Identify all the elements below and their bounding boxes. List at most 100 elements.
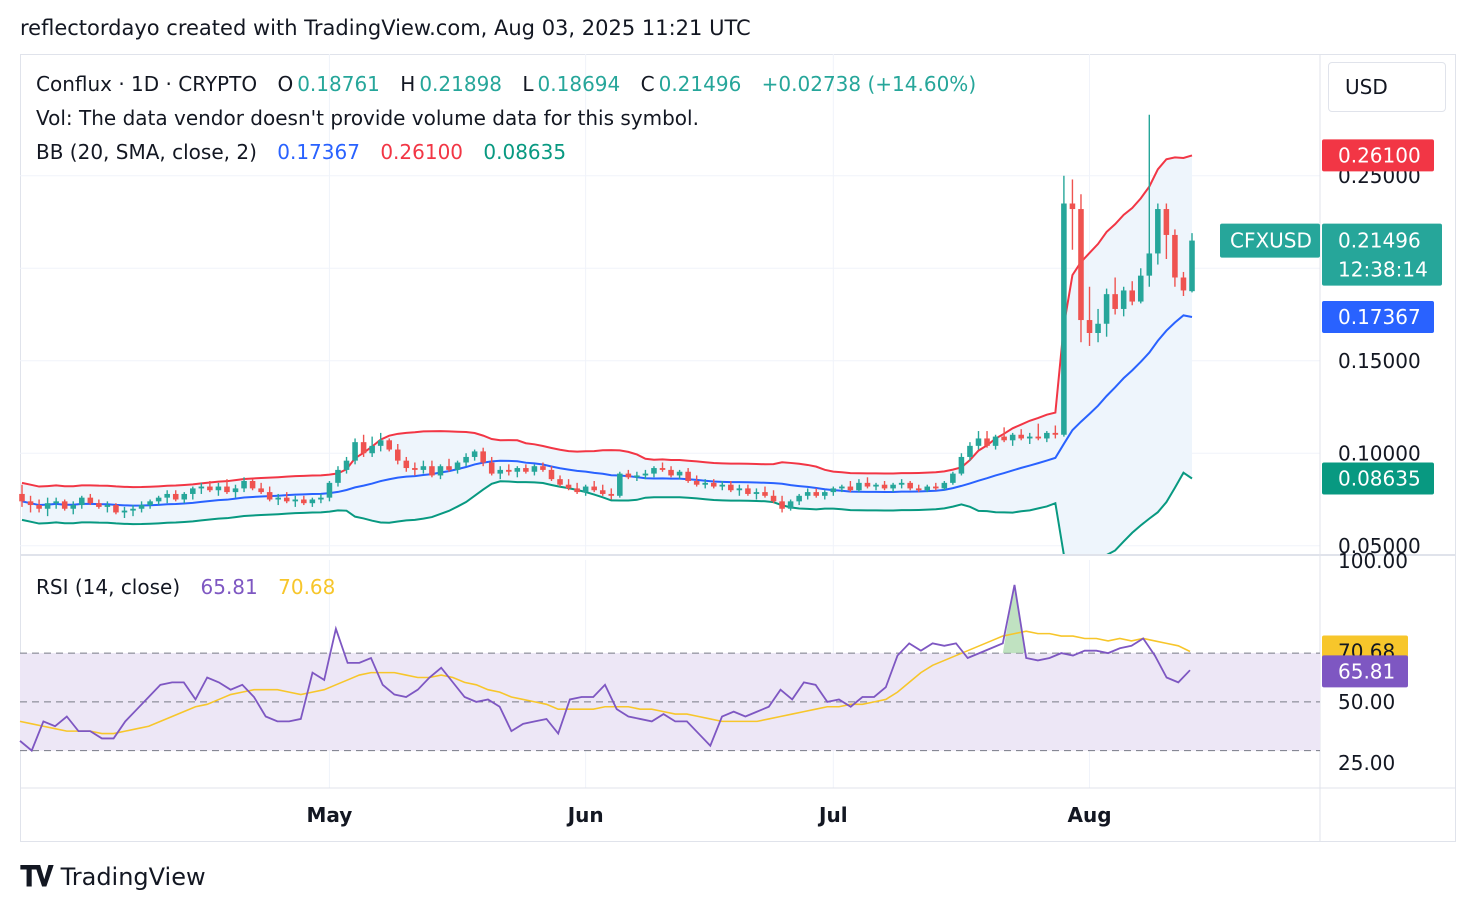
rsi-badge-bg: [1322, 655, 1408, 688]
candle-body: [1086, 320, 1093, 333]
candle-body: [190, 488, 196, 494]
candle-body: [617, 473, 623, 496]
candle-body: [557, 479, 563, 485]
candle-body: [574, 488, 580, 493]
candle-body: [292, 499, 299, 502]
candle-body: [471, 451, 478, 457]
currency-selector[interactable]: USD: [1328, 62, 1446, 112]
candle-body: [301, 499, 307, 504]
candle-body: [1069, 203, 1076, 210]
candle-body: [1095, 323, 1101, 333]
bb-lower-value: 0.08635: [483, 140, 567, 164]
candle-body: [992, 436, 999, 446]
open-value: 0.18761: [297, 72, 380, 96]
time-tick-label: May: [307, 803, 353, 827]
time-tick-label: Jun: [566, 803, 604, 827]
candle-body: [96, 503, 102, 507]
candle-body: [540, 466, 546, 470]
candle-body: [728, 484, 734, 491]
candle-body: [642, 473, 649, 476]
rsi-overbought-fill: [1002, 584, 1027, 654]
candle-body: [787, 501, 794, 509]
candle-body: [864, 482, 871, 487]
candle-body: [1078, 209, 1084, 321]
candle-body: [599, 490, 606, 494]
candle-body: [710, 482, 717, 487]
candle-body: [702, 482, 708, 485]
rsi-tick-label: 50.00: [1338, 690, 1395, 714]
candle-body: [1044, 432, 1050, 439]
candle-body: [335, 469, 341, 483]
candle-body: [1112, 294, 1118, 309]
bb-legend[interactable]: BB (20, SMA, close, 2) 0.17367 0.26100 0…: [36, 140, 570, 164]
candle-body: [412, 468, 418, 470]
candle-body: [591, 486, 597, 491]
high-value: 0.21898: [419, 72, 503, 96]
price-badge-bg: [1322, 223, 1442, 286]
symbol-label[interactable]: Conflux · 1D · CRYPTO: [36, 72, 258, 96]
candle-body: [27, 501, 34, 506]
candle-body: [1163, 209, 1170, 235]
candle-body: [1103, 294, 1110, 324]
candle-body: [386, 440, 393, 450]
candle-body: [420, 466, 427, 470]
candle-body: [463, 456, 469, 463]
candle-body: [198, 486, 205, 489]
candle-body: [147, 501, 153, 506]
candle-body: [1009, 434, 1016, 441]
rsi-legend[interactable]: RSI (14, close) 65.81 70.68: [36, 575, 339, 599]
candle-body: [1189, 240, 1195, 292]
candle-body: [53, 501, 59, 504]
price-tick-label: 0.10000: [1338, 441, 1421, 465]
candle-body: [1172, 234, 1178, 278]
candle-body: [565, 484, 572, 489]
close-value: 0.21496: [658, 72, 742, 96]
chart-frame: [20, 54, 1456, 842]
candle-body: [429, 466, 435, 476]
candle-body: [753, 492, 760, 494]
candle-body: [967, 445, 973, 457]
candle-body: [950, 473, 956, 483]
candle-body: [796, 495, 802, 502]
bb-band-fill: [22, 155, 1192, 555]
candle-body: [625, 473, 632, 478]
bb-basis-badge-label: 0.17367: [1338, 305, 1421, 329]
bb-basis-line: [21, 314, 1193, 507]
candle-body: [745, 488, 751, 494]
bb-label: BB (20, SMA, close, 2): [36, 140, 257, 164]
candle-body: [514, 468, 521, 472]
rsi-badge-label: 65.81: [1338, 659, 1395, 683]
bb-lower-line: [21, 471, 1193, 556]
candle-body: [548, 469, 555, 480]
candle-body: [1137, 275, 1144, 302]
rsi-tick-label: 25.00: [1338, 751, 1395, 775]
candle-body: [984, 438, 990, 446]
candle-body: [933, 486, 939, 489]
candle-body: [770, 495, 777, 502]
candle-body: [676, 471, 683, 476]
candle-body: [403, 460, 410, 469]
candle-body: [369, 445, 375, 454]
candle-body: [804, 492, 811, 496]
candle-body: [924, 486, 931, 491]
candle-body: [1155, 209, 1161, 254]
bb-lower-badge-label: 0.08635: [1338, 467, 1421, 491]
candle-body: [693, 481, 700, 485]
open-label: O: [277, 72, 294, 96]
candle-body: [830, 488, 837, 493]
candle-body: [232, 488, 239, 493]
candle-body: [283, 497, 290, 502]
symbol-badge-bg: [1220, 223, 1320, 258]
candle-body: [309, 499, 316, 504]
tradingview-logo-icon: 𝐓𝐕: [20, 860, 54, 893]
chart-title: reflectordayo created with TradingView.c…: [20, 16, 751, 40]
candle-body: [659, 468, 666, 470]
candle-body: [975, 438, 982, 446]
brand-name: TradingView: [60, 863, 206, 891]
candle-body: [130, 508, 136, 511]
candle-body: [634, 475, 640, 478]
candle-body: [1146, 253, 1153, 276]
brand-footer[interactable]: 𝐓𝐕 TradingView: [20, 860, 206, 894]
candle-body: [121, 510, 128, 513]
